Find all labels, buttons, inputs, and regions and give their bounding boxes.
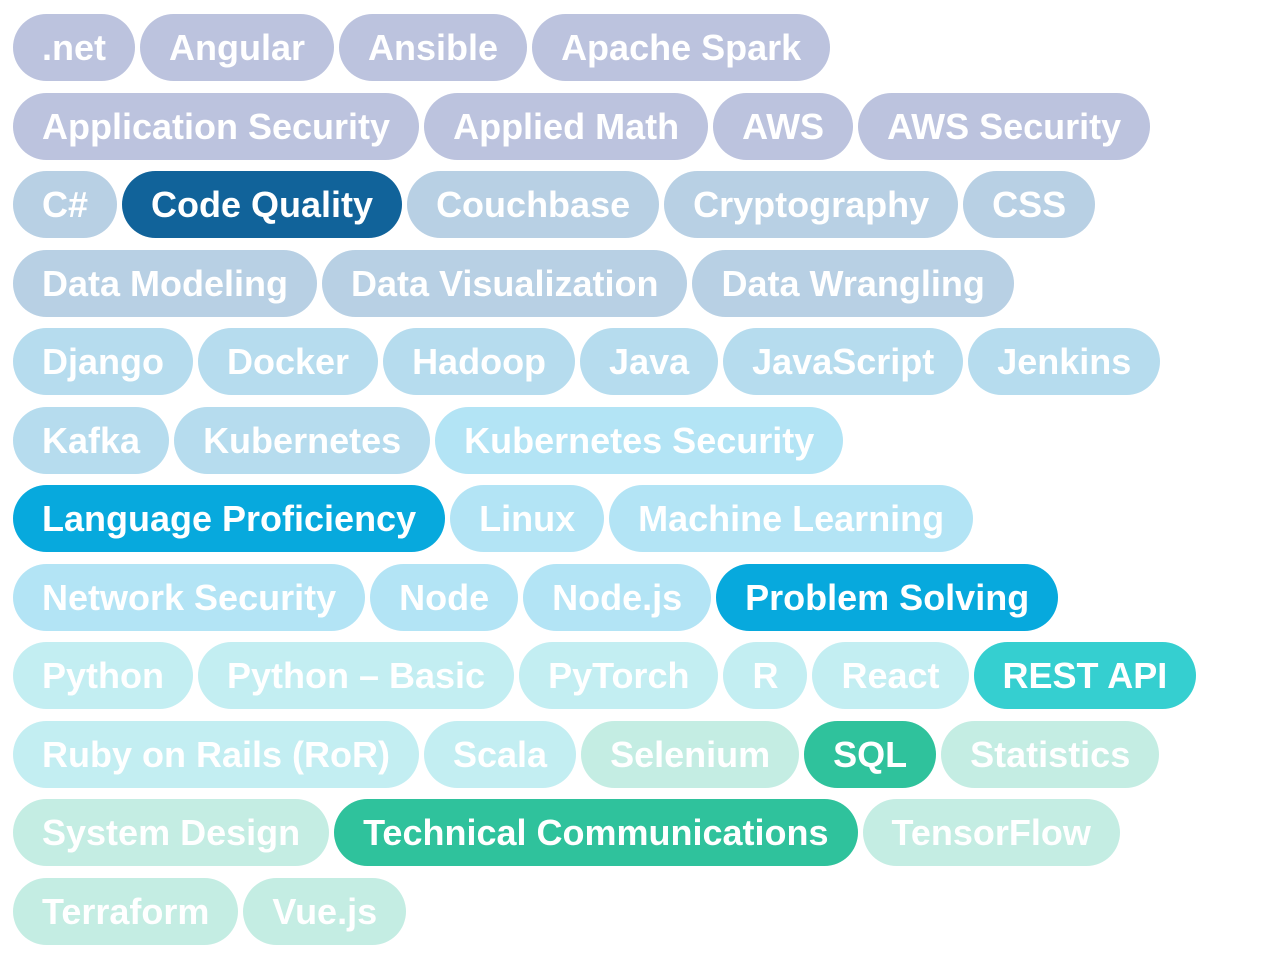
skill-tag-kubernetes-security[interactable]: Kubernetes Security (435, 406, 844, 474)
skill-tag-aws-security[interactable]: AWS Security (858, 92, 1151, 160)
skill-tag-applied-math[interactable]: Applied Math (424, 92, 709, 160)
skill-tag-ruby-on-rails-ror[interactable]: Ruby on Rails (RoR) (13, 720, 419, 788)
skill-tag-java[interactable]: Java (580, 328, 719, 395)
skill-tag-javascript[interactable]: JavaScript (723, 328, 964, 395)
skill-tag-kafka[interactable]: Kafka (13, 406, 170, 474)
skill-tag-scala[interactable]: Scala (424, 720, 577, 788)
skill-tag-aws[interactable]: AWS (713, 92, 854, 160)
skill-tag-css[interactable]: CSS (963, 171, 1096, 238)
skill-tag-code-quality[interactable]: Code Quality (122, 171, 403, 238)
skill-tag-node-js[interactable]: Node.js (523, 563, 712, 631)
tag-row: Terraform Vue.js (13, 877, 1262, 945)
skill-tag-application-security[interactable]: Application Security (13, 92, 420, 160)
skill-tag-c[interactable]: C# (13, 171, 118, 238)
skill-tag-vue-js[interactable]: Vue.js (243, 877, 407, 945)
skill-tag-data-modeling[interactable]: Data Modeling (13, 249, 318, 317)
skill-tag-ansible[interactable]: Ansible (339, 14, 528, 81)
skill-tag-pytorch[interactable]: PyTorch (519, 642, 719, 709)
skill-tag-sql[interactable]: SQL (804, 720, 937, 788)
skill-tag-problem-solving[interactable]: Problem Solving (716, 563, 1059, 631)
skill-tag-kubernetes[interactable]: Kubernetes (174, 406, 431, 474)
tag-row: System Design Technical Communications Ten… (13, 799, 1262, 866)
skill-tag-python[interactable]: Python (13, 642, 193, 709)
skill-tag-jenkins[interactable]: Jenkins (968, 328, 1161, 395)
skill-tag-docker[interactable]: Docker (198, 328, 379, 395)
skill-tag-cryptography[interactable]: Cryptography (664, 171, 959, 238)
skill-tag-statistics[interactable]: Statistics (941, 720, 1160, 788)
skill-tag-apache-spark[interactable]: Apache Spark (532, 14, 831, 81)
skill-tag-django[interactable]: Django (13, 328, 193, 395)
skill-tag-tensorflow[interactable]: TensorFlow (862, 799, 1120, 866)
skill-tag-selenium[interactable]: Selenium (581, 720, 800, 788)
skill-tag-python-basic[interactable]: Python – Basic (198, 642, 515, 709)
tag-row: Network Security Node Node.js Problem Solvi… (13, 563, 1262, 631)
skill-tag-node[interactable]: Node (370, 563, 519, 631)
tag-row: Ruby on Rails (RoR) Scala Selenium SQL Stati… (13, 720, 1262, 788)
skill-tag-couchbase[interactable]: Couchbase (407, 171, 660, 238)
skill-tag-cloud: .net Angular Ansible Apache Spark Applicatio… (13, 14, 1262, 956)
skill-tag-technical-communications[interactable]: Technical Communications (334, 799, 858, 866)
tag-row: .net Angular Ansible Apache Spark (13, 14, 1262, 81)
skill-tag-hadoop[interactable]: Hadoop (383, 328, 576, 395)
tag-row: Data Modeling Data Visualization Data Wran… (13, 249, 1262, 317)
tag-row: Django Docker Hadoop Java JavaScript Jenkins (13, 328, 1262, 395)
skill-tag-machine-learning[interactable]: Machine Learning (609, 485, 974, 552)
skill-tag-rest-api[interactable]: REST API (973, 642, 1197, 709)
skill-tag-terraform[interactable]: Terraform (13, 877, 239, 945)
skill-tag-net[interactable]: .net (13, 14, 136, 81)
skill-tag-angular[interactable]: Angular (140, 14, 335, 81)
skill-tag-react[interactable]: React (812, 642, 969, 709)
skill-tag-linux[interactable]: Linux (450, 485, 605, 552)
skill-tag-system-design[interactable]: System Design (13, 799, 330, 866)
tag-row: C# Code Quality Couchbase Cryptography CSS (13, 171, 1262, 238)
skill-tag-data-wrangling[interactable]: Data Wrangling (692, 249, 1014, 317)
skill-tag-r[interactable]: R (723, 642, 808, 709)
tag-row: Application Security Applied Math AWS AWS S… (13, 92, 1262, 160)
skill-tag-network-security[interactable]: Network Security (13, 563, 366, 631)
skill-tag-data-visualization[interactable]: Data Visualization (322, 249, 688, 317)
skill-tag-language-proficiency[interactable]: Language Proficiency (13, 485, 446, 552)
tag-row: Kafka Kubernetes Kubernetes Security (13, 406, 1262, 474)
tag-row: Python Python – Basic PyTorch R React REST AP… (13, 642, 1262, 709)
tag-row: Language Proficiency Linux Machine Learnin… (13, 485, 1262, 552)
